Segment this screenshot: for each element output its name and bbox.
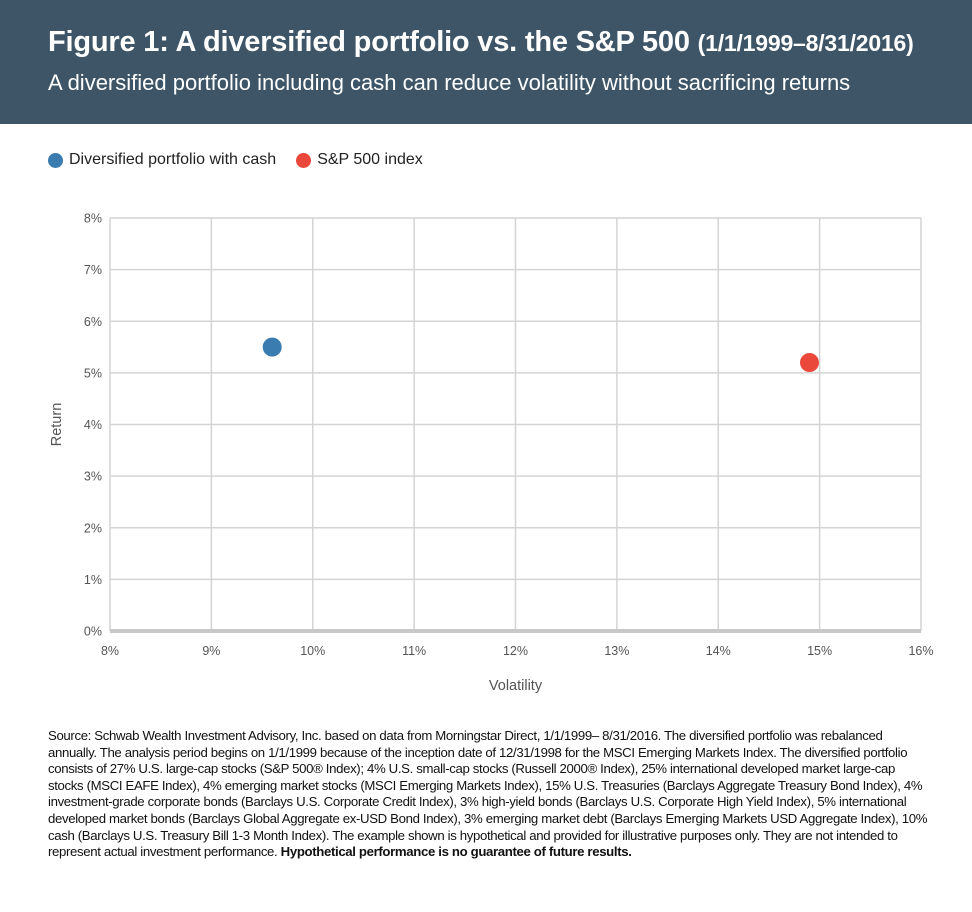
header-banner: Figure 1: A diversified portfolio vs. th… xyxy=(0,0,972,124)
y-tick-label: 5% xyxy=(84,366,102,380)
x-tick-label: 10% xyxy=(300,644,325,658)
diversified-portfolio-point xyxy=(262,337,282,357)
x-tick-label: 12% xyxy=(503,644,528,658)
legend-marker-icon xyxy=(296,152,312,168)
scatter-chart: 8% 9% 10% 11% 12% 13% 14% 15% 16% 0% 1% 2% 3% 4% 5% 6% 7… xyxy=(49,212,934,695)
y-tick-label: 7% xyxy=(84,263,102,277)
y-axis-label: Return xyxy=(49,403,65,447)
x-axis-label: Volatility xyxy=(489,678,543,694)
source-footnote: Source: Schwab Wealth Investment Advisor… xyxy=(48,728,928,861)
y-tick-label: 8% xyxy=(84,212,102,226)
x-tick-label: 11% xyxy=(402,644,426,658)
legend-label: S&P 500 index xyxy=(317,151,423,168)
chart-subtitle: A diversified portfolio including cash c… xyxy=(48,70,851,95)
footnote-disclaimer: Hypothetical performance is no guarantee… xyxy=(280,844,632,860)
x-tick-label: 15% xyxy=(807,644,832,658)
chart-title-main: Figure 1: A diversified portfolio vs. th… xyxy=(48,26,690,58)
chart-title-dates: (1/1/1999–8/31/2016) xyxy=(697,30,914,56)
footnote-text: Source: Schwab Wealth Investment Advisor… xyxy=(48,728,928,860)
x-tick-label: 8% xyxy=(101,644,119,658)
y-tick-label: 1% xyxy=(84,573,102,587)
y-tick-label: 3% xyxy=(84,470,102,484)
y-tick-label: 0% xyxy=(84,625,102,639)
x-tick-label: 9% xyxy=(202,644,220,658)
legend-marker-icon xyxy=(48,152,63,168)
y-tick-label: 6% xyxy=(84,315,102,329)
x-tick-label: 14% xyxy=(706,644,731,658)
chart-title: Figure 1: A diversified portfolio vs. th… xyxy=(48,26,914,59)
legend-item: Diversified portfolio with cash xyxy=(48,151,276,169)
y-tick-label: 4% xyxy=(84,418,102,432)
x-tick-label: 16% xyxy=(908,644,933,658)
legend-label: Diversified portfolio with cash xyxy=(69,151,277,168)
legend-item: S&P 500 index xyxy=(296,151,423,169)
y-tick-label: 2% xyxy=(84,521,102,535)
x-tick-label: 13% xyxy=(604,644,629,658)
chart-legend: Diversified portfolio with cash S&P 500 i… xyxy=(48,150,443,170)
sp500-point xyxy=(799,353,819,373)
